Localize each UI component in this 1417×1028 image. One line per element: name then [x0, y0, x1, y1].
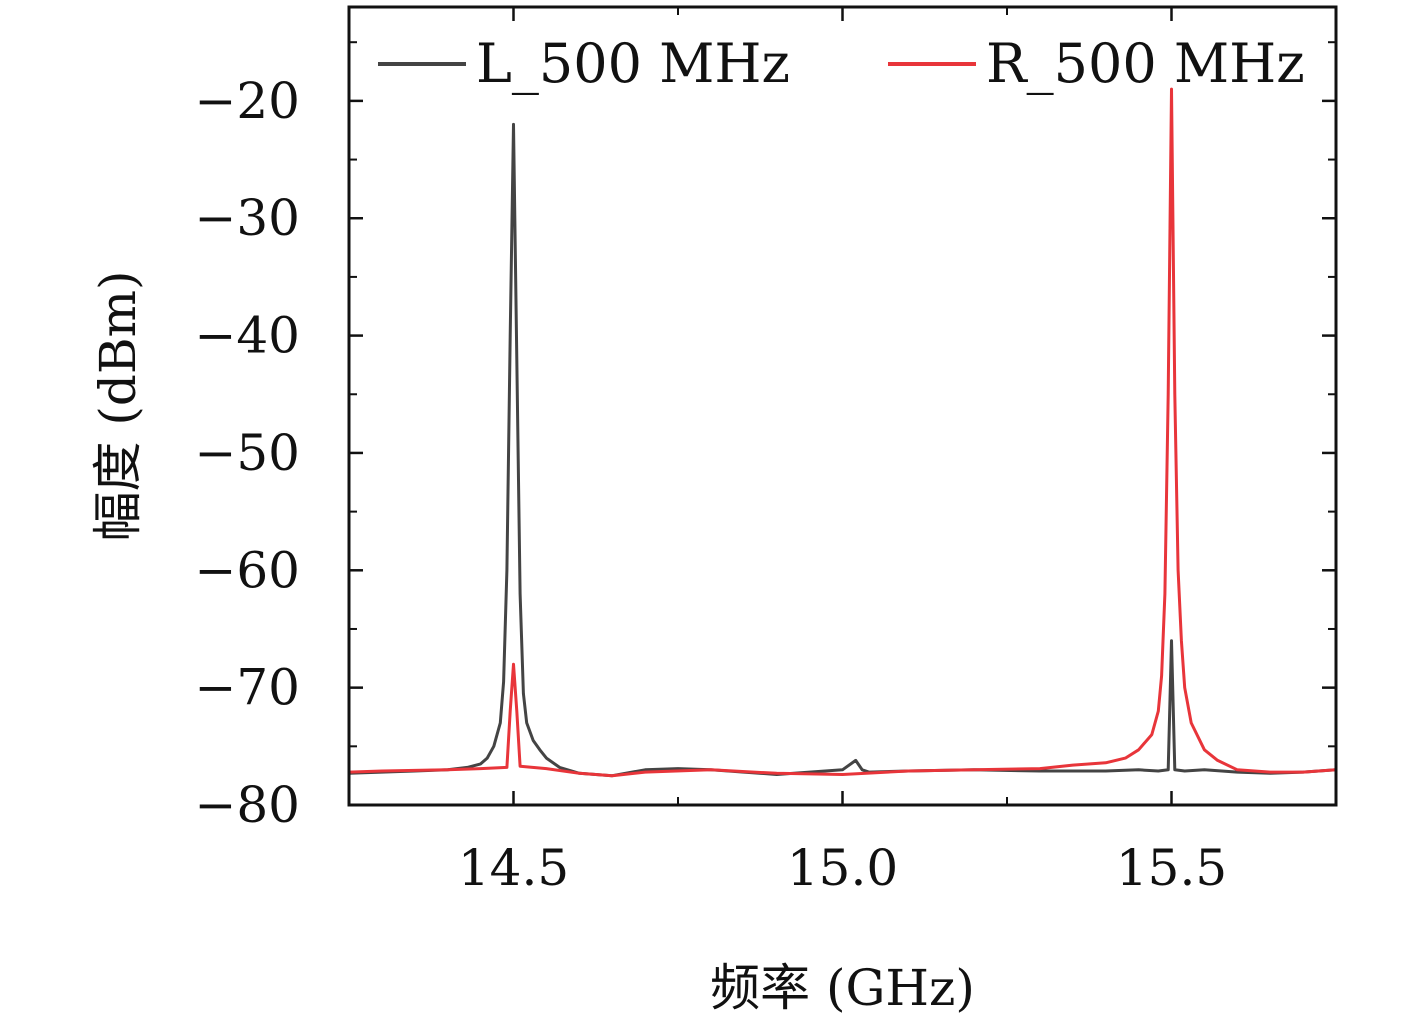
x-tick-label-0: 14.5: [458, 839, 569, 897]
x-tick-label-1: 15.0: [787, 839, 898, 897]
legend-label-l-500: L_500 MHz: [476, 32, 790, 95]
y-tick-label-1: −70: [194, 659, 300, 717]
legend: L_500 MHz R_500 MHz: [378, 32, 1305, 95]
y-tick-label-6: −20: [194, 72, 300, 130]
series-line-1: [348, 87, 1337, 778]
y-tick-label-0: −80: [194, 776, 300, 834]
y-tick-label-5: −30: [194, 189, 300, 247]
legend-label-r-500: R_500 MHz: [986, 32, 1305, 95]
ticks-layer: 14.5 15.0 15.5 −80 −70 −60 −50 −40 −30 −20: [194, 7, 1336, 897]
y-axis-title: 幅度 (dBm): [89, 270, 147, 541]
series-line-0: [348, 122, 1337, 778]
x-axis-title: 频率 (GHz): [710, 959, 975, 1017]
y-tick-label-2: −60: [194, 541, 300, 599]
series-layer: [348, 87, 1337, 778]
x-tick-label-2: 15.5: [1116, 839, 1227, 897]
plot-frame: [347, 5, 1338, 807]
y-tick-label-4: −40: [194, 307, 300, 365]
y-tick-label-3: −50: [194, 424, 300, 482]
